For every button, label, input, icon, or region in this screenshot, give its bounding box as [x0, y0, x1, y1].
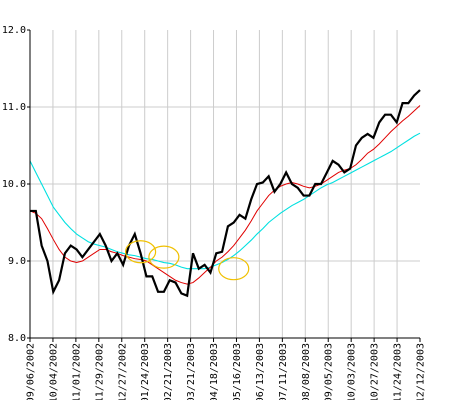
y-tick-label: 8.0 [8, 333, 26, 344]
x-tick-label: 03/21/2003 [186, 343, 197, 400]
x-tick-label: 05/16/2003 [232, 343, 243, 400]
y-axis-ticks: 8.0 9.0 10.0 11.0 12.0 [2, 25, 30, 344]
series-layer [29, 89, 421, 298]
x-tick-label: 06/13/2003 [255, 343, 266, 400]
x-tick-label: 02/21/2003 [163, 343, 174, 400]
long-average-line [29, 132, 421, 270]
x-tick-label: 12/27/2002 [117, 343, 128, 400]
x-tick-label: 07/11/2003 [278, 343, 289, 400]
x-tick-label: 11/01/2002 [71, 343, 82, 400]
x-tick-label: 09/05/2003 [324, 343, 335, 400]
crossover-marker [124, 240, 157, 264]
x-tick-label: 01/24/2003 [140, 343, 151, 400]
y-tick-label: 11.0 [2, 102, 26, 113]
x-tick-label: 11/29/2002 [94, 343, 105, 400]
y-tick-label: 10.0 [2, 179, 26, 190]
crossover-marker [218, 257, 250, 281]
x-tick-label: 10/27/2003 [370, 343, 381, 400]
x-tick-label: 10/03/2003 [347, 343, 358, 400]
price-line [30, 89, 421, 298]
y-tick-label: 12.0 [2, 25, 26, 36]
x-tick-label: 08/08/2003 [301, 343, 312, 400]
crossover-marker [148, 245, 180, 269]
x-tick-label: 09/06/2002 [26, 343, 37, 400]
grid [30, 30, 420, 338]
x-tick-label: 04/18/2003 [209, 343, 220, 400]
x-tick-label: 12/12/2003 [416, 343, 427, 400]
x-axis-ticks: 09/06/2002 10/04/2002 11/01/2002 11/29/2002… [26, 338, 427, 400]
x-tick-label: 11/24/2003 [393, 343, 404, 400]
marker-layer [124, 240, 250, 281]
x-tick-label: 10/04/2002 [48, 343, 59, 400]
short-average-line [29, 105, 421, 285]
y-tick-label: 9.0 [8, 256, 26, 267]
